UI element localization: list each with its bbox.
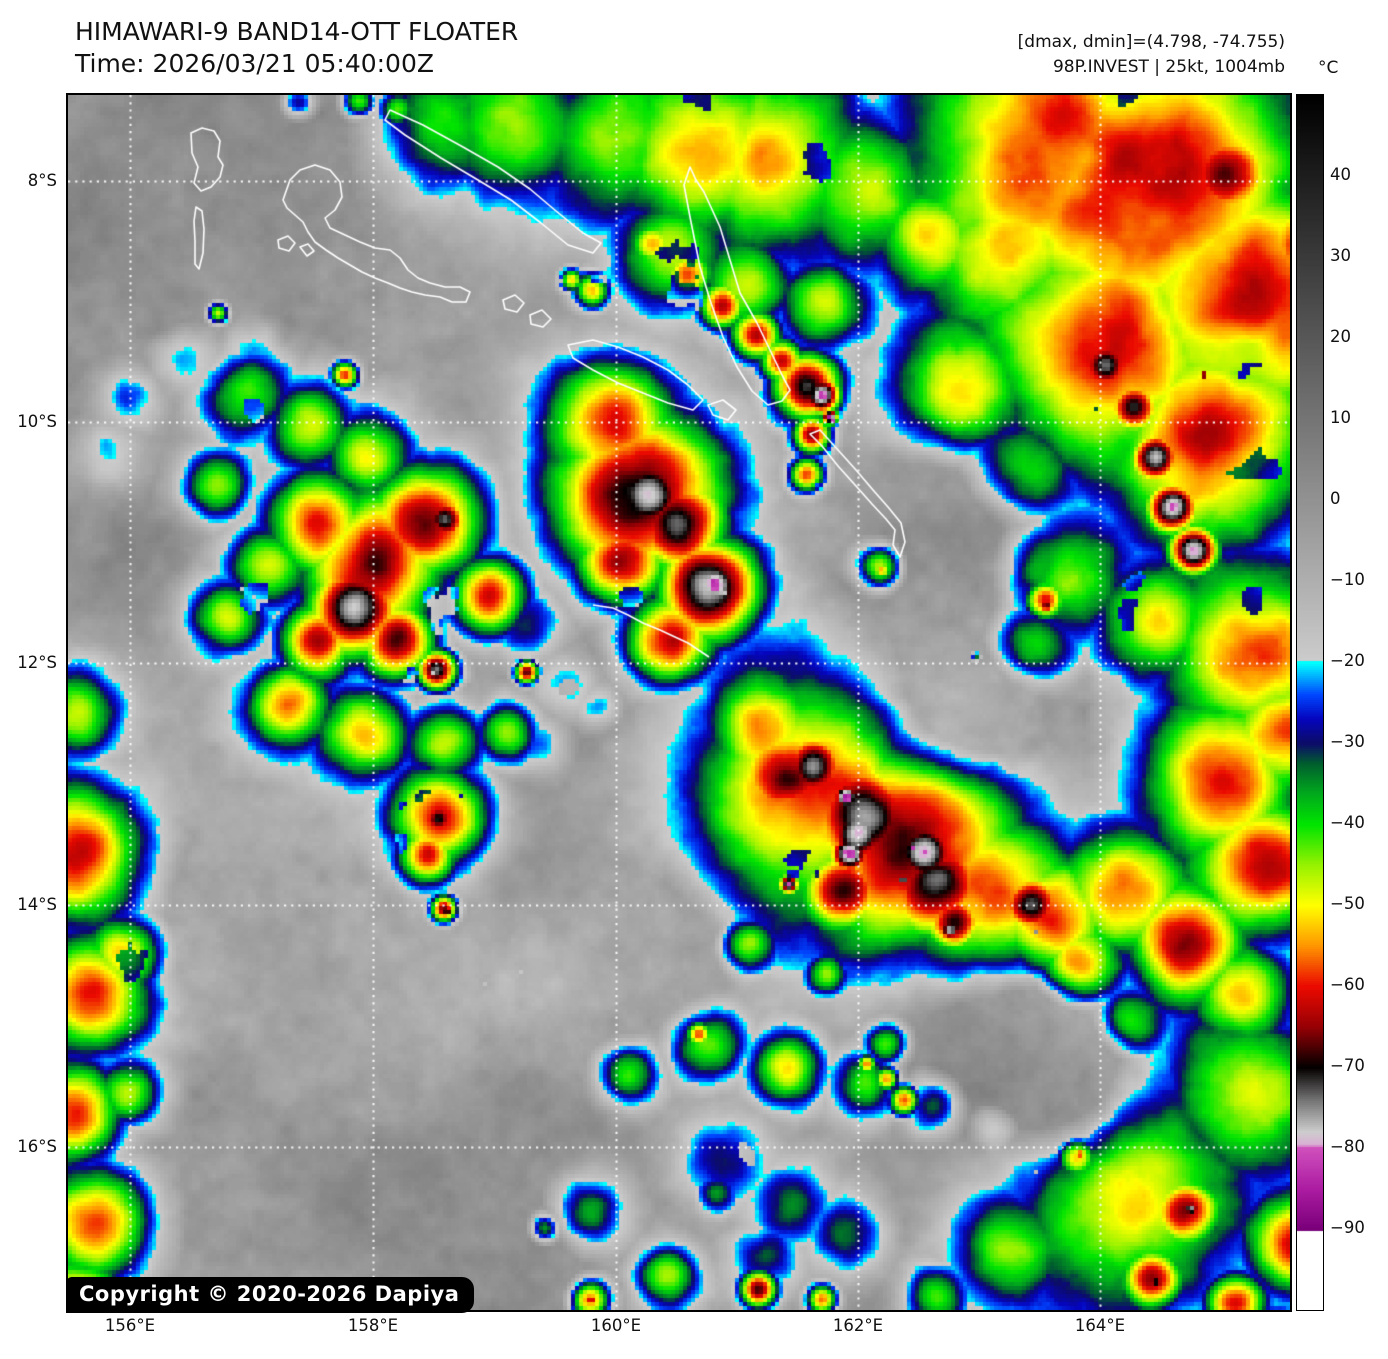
colorbar-tick-label: 30 bbox=[1330, 246, 1351, 265]
info-block: [dmax, dmin]=(4.798, -74.755) 98P.INVEST… bbox=[1018, 30, 1285, 80]
satellite-image-canvas bbox=[68, 95, 1290, 1310]
colorbar-tick-label: −40 bbox=[1330, 813, 1365, 832]
lon-tick-label: 160°E bbox=[590, 1316, 642, 1335]
copyright-badge: Copyright © 2020-2026 Dapiya bbox=[66, 1277, 475, 1313]
colorbar-tick-label: 0 bbox=[1330, 489, 1341, 508]
colorbar-tick-labels: 40 30 20 10 0 −10 −20 −30 −40 −50 −60 −70 −80 −90 bbox=[1330, 94, 1388, 1309]
colorbar-unit-label: °C bbox=[1318, 58, 1339, 78]
lon-tick-label: 164°E bbox=[1074, 1316, 1126, 1335]
lat-tick-label: 14°S bbox=[17, 895, 57, 915]
colorbar-tick-label: −60 bbox=[1330, 975, 1365, 994]
lat-tick-label: 10°S bbox=[17, 411, 57, 431]
colorbar-tick-label: 20 bbox=[1330, 327, 1351, 346]
lat-tick-label: 8°S bbox=[27, 171, 57, 191]
storm-readout: 98P.INVEST | 25kt, 1004mb bbox=[1052, 57, 1285, 77]
colorbar-tick-label: −90 bbox=[1330, 1218, 1365, 1237]
colorbar-tick-label: −20 bbox=[1330, 651, 1365, 670]
lat-tick-label: 12°S bbox=[17, 653, 57, 672]
colorbar-gradient-canvas bbox=[1297, 95, 1323, 1310]
colorbar-tick-label: −70 bbox=[1330, 1056, 1365, 1075]
colorbar-tick-label: 10 bbox=[1330, 408, 1351, 427]
colorbar-tick-label: −50 bbox=[1330, 894, 1365, 913]
colorbar-tick-label: −30 bbox=[1330, 732, 1365, 751]
timestamp: Time: 2026/03/21 05:40:00Z bbox=[75, 49, 434, 78]
lon-tick-label: 158°E bbox=[347, 1316, 399, 1335]
lat-tick-label: 16°S bbox=[17, 1136, 57, 1156]
dminmax-readout: [dmax, dmin]=(4.798, -74.755) bbox=[1017, 32, 1285, 52]
longitude-axis: 156°E 158°E 160°E 162°E 164°E bbox=[68, 1316, 1290, 1342]
page-title: HIMAWARI-9 BAND14-OTT FLOATER bbox=[75, 17, 519, 46]
satellite-map-frame: Copyright © 2020-2026 Dapiya bbox=[66, 93, 1292, 1313]
lon-tick-label: 162°E bbox=[832, 1316, 884, 1335]
colorbar-tick-label: −10 bbox=[1330, 570, 1365, 589]
title-block: HIMAWARI-9 BAND14-OTT FLOATER Time: 2026… bbox=[75, 16, 518, 80]
colorbar-tick-label: −80 bbox=[1330, 1137, 1365, 1156]
colorbar-tick-label: 40 bbox=[1330, 165, 1351, 184]
colorbar bbox=[1296, 94, 1324, 1311]
lon-tick-label: 156°E bbox=[104, 1316, 156, 1335]
latitude-axis: 8°S 10°S 12°S 14°S 16°S bbox=[0, 95, 62, 1310]
